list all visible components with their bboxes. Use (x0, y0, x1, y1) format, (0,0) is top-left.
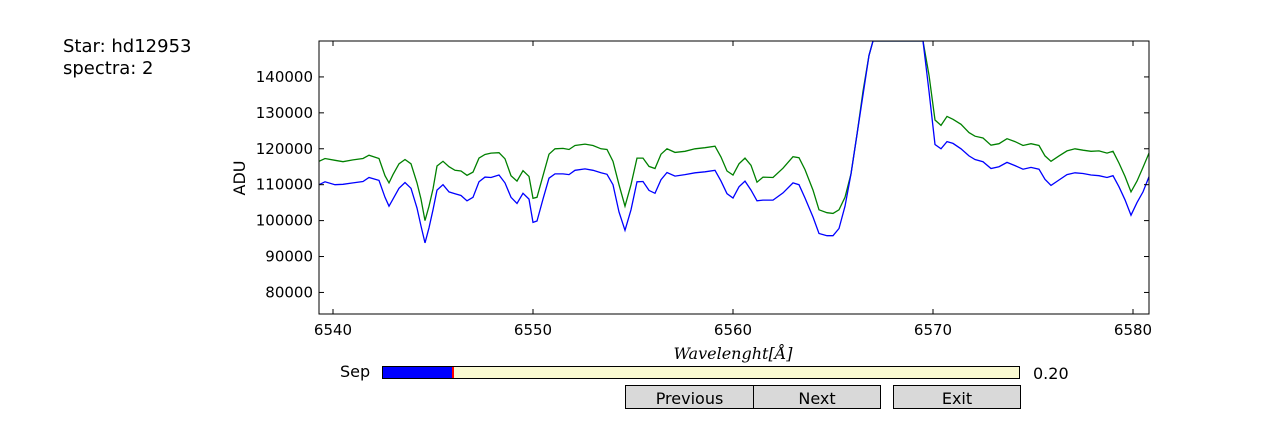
sep-slider-label: Sep (340, 362, 371, 381)
y-tick-label: 80000 (265, 283, 313, 301)
y-axis-label: ADU (230, 161, 249, 196)
y-tick-label: 130000 (256, 104, 313, 122)
info-panel: Star: hd12953 spectra: 2 (63, 36, 191, 80)
y-tick-label: 120000 (256, 140, 313, 158)
star-name: Star: hd12953 (63, 36, 192, 57)
exit-button[interactable]: Exit (893, 385, 1021, 409)
y-tick-label: 90000 (265, 248, 313, 266)
series-layer (319, 41, 1149, 244)
y-tick-label: 100000 (256, 212, 313, 230)
next-button[interactable]: Next (753, 385, 881, 409)
x-tick-label: 6580 (1114, 321, 1152, 339)
spectra-count: spectra: 2 (63, 58, 154, 79)
previous-button[interactable]: Previous (625, 385, 754, 409)
sep-slider-handle[interactable] (451, 367, 454, 378)
series-line-2 (319, 41, 1149, 244)
x-tick-label: 6560 (714, 321, 752, 339)
sep-slider-fill (383, 367, 453, 378)
x-tick-label: 6550 (514, 321, 552, 339)
sep-slider[interactable] (382, 366, 1020, 379)
x-tick-label: 6540 (314, 321, 352, 339)
tick-layer: 6540 6550 6560 6570 6580 80000 90000 100000 1100… (256, 41, 1152, 339)
x-axis-label: Wavelenght[Å] (673, 343, 793, 363)
x-tick-label: 6570 (914, 321, 952, 339)
plot-frame (318, 40, 1150, 315)
sep-slider-value: 0.20 (1033, 364, 1069, 383)
y-tick-label: 140000 (256, 68, 313, 86)
series-line-1 (319, 41, 1149, 221)
y-tick-label: 110000 (256, 176, 313, 194)
